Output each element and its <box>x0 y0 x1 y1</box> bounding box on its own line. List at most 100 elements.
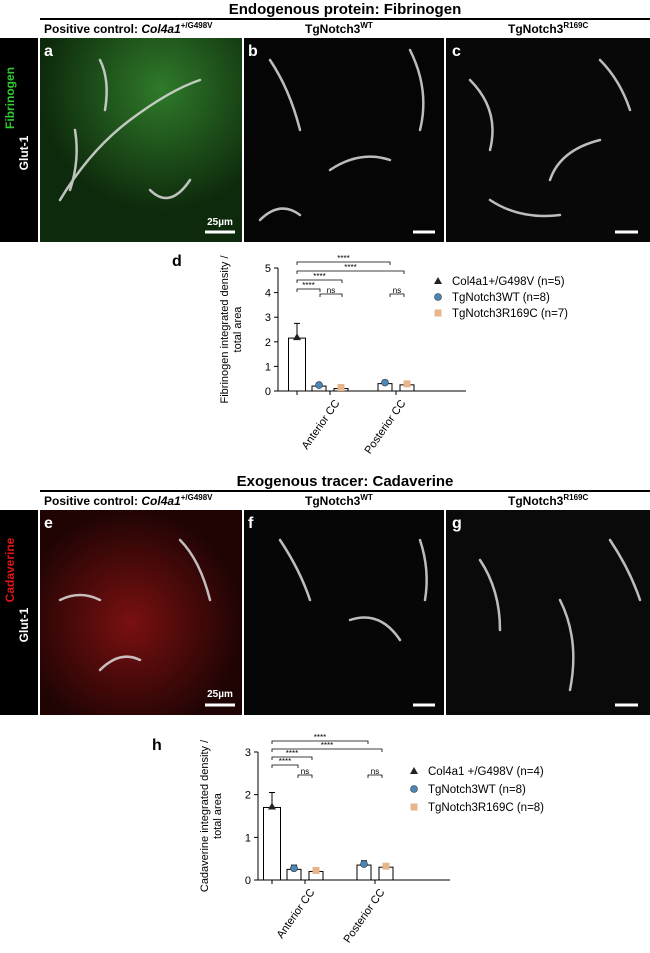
scale-bar-label: 25µm <box>207 689 233 700</box>
legend-marker <box>403 380 411 388</box>
x-tick-label: Anterior CC <box>275 887 318 941</box>
y-axis-label: total area <box>232 306 244 353</box>
legend-label: Col4a1+/G498V (n=5) <box>452 276 565 288</box>
y-tick-label: 3 <box>245 747 251 759</box>
significance-label: **** <box>344 263 356 272</box>
significance-bracket <box>271 756 313 760</box>
significance-bracket <box>389 293 405 297</box>
column-header: TgNotch3R169C <box>508 21 588 36</box>
y-tick-label: 5 <box>265 263 271 275</box>
bar <box>263 806 281 881</box>
header-gene: Col4a1 <box>141 22 181 36</box>
header-sup: WT <box>360 493 373 502</box>
significance-label: ns <box>371 767 379 776</box>
y-tick-label: 1 <box>265 361 271 373</box>
y-axis-label: Cadaverine integrated density / <box>199 739 211 892</box>
legend-label: TgNotch3WT (n=8) <box>428 784 526 796</box>
scale-bar-label: 25µm <box>207 217 233 228</box>
stain-label: Glut-1 <box>17 135 31 170</box>
header-sup: R169C <box>563 21 588 30</box>
header-sup: R169C <box>563 493 588 502</box>
header-gene: Col4a1 <box>141 494 181 508</box>
section-title: Endogenous protein: Fibrinogen <box>229 1 461 18</box>
panel-letter: f <box>248 515 254 532</box>
column-header: TgNotch3R169C <box>508 493 588 508</box>
legend-marker <box>434 277 442 284</box>
header-gene: Notch3 <box>320 22 361 36</box>
y-tick-label: 2 <box>245 790 251 802</box>
significance-label: **** <box>337 254 349 263</box>
significance-bracket <box>271 764 299 768</box>
panel-letter: a <box>44 43 53 60</box>
significance-bracket <box>367 774 383 778</box>
panel-letter: g <box>452 515 462 532</box>
legend-label: TgNotch3WT (n=8) <box>452 292 550 304</box>
header-gene: Notch3 <box>523 494 564 508</box>
header-prefix: Tg <box>508 22 523 36</box>
panel-letter: b <box>248 43 258 60</box>
header-sup: +/G498V <box>181 21 213 30</box>
legend-marker <box>290 864 298 873</box>
x-tick-label: Posterior CC <box>342 887 388 946</box>
y-tick-label: 3 <box>265 312 271 324</box>
column-header: Positive control: Col4a1+/G498V <box>44 21 213 36</box>
micrographs <box>0 38 650 715</box>
significance-label: **** <box>279 757 291 766</box>
legend-marker <box>382 862 390 870</box>
significance-bracket <box>297 774 313 778</box>
significance-label: ns <box>393 286 401 295</box>
significance-label: **** <box>314 733 326 742</box>
y-tick-label: 1 <box>245 832 251 844</box>
significance-bracket <box>271 740 369 744</box>
legend-marker <box>434 309 442 317</box>
significance-bracket <box>296 279 343 283</box>
y-tick-label: 0 <box>265 386 271 398</box>
significance-label: **** <box>313 272 325 281</box>
panel-letter: h <box>152 737 162 754</box>
header-gene: Notch3 <box>320 494 361 508</box>
significance-label: **** <box>321 741 333 750</box>
column-header: TgNotch3WT <box>305 21 373 36</box>
legend-marker <box>410 767 418 774</box>
y-tick-label: 0 <box>245 875 251 887</box>
stain-label: Glut-1 <box>17 607 31 642</box>
header-sup: +/G498V <box>181 493 213 502</box>
legend-marker <box>410 803 418 811</box>
significance-label: ns <box>327 286 335 295</box>
significance-bracket <box>296 288 321 292</box>
legend-marker <box>268 802 276 810</box>
panel-letter: d <box>172 253 182 270</box>
y-tick-label: 2 <box>265 337 271 349</box>
legend-marker <box>312 866 320 874</box>
significance-label: ns <box>301 767 309 776</box>
header-prefix: Positive control: <box>44 22 141 36</box>
stain-label: Fibrinogen <box>3 67 17 129</box>
header-prefix: Tg <box>508 494 523 508</box>
legend-marker <box>381 378 389 387</box>
legend-marker <box>360 860 368 868</box>
header-gene: Notch3 <box>523 22 564 36</box>
column-header: TgNotch3WT <box>305 493 373 508</box>
legend-label: TgNotch3R169C (n=8) <box>428 802 544 814</box>
panel-letter: e <box>44 515 53 532</box>
header-prefix: Positive control: <box>44 494 141 508</box>
bar <box>288 337 306 392</box>
header-prefix: Tg <box>305 494 320 508</box>
column-header: Positive control: Col4a1+/G498V <box>44 493 213 508</box>
y-tick-label: 4 <box>265 288 271 300</box>
significance-label: **** <box>302 281 314 290</box>
significance-bracket <box>271 748 383 752</box>
legend-marker <box>434 293 442 301</box>
header-prefix: Tg <box>305 22 320 36</box>
header-sup: WT <box>360 21 373 30</box>
x-tick-label: Posterior CC <box>363 398 409 457</box>
y-axis-label: total area <box>212 792 224 839</box>
x-tick-label: Anterior CC <box>300 398 343 452</box>
significance-bracket <box>296 261 391 265</box>
panel-letter: c <box>452 43 461 60</box>
legend-marker <box>293 333 301 341</box>
y-axis-label: Fibrinogen integrated density / <box>219 255 231 404</box>
significance-label: **** <box>286 749 298 758</box>
